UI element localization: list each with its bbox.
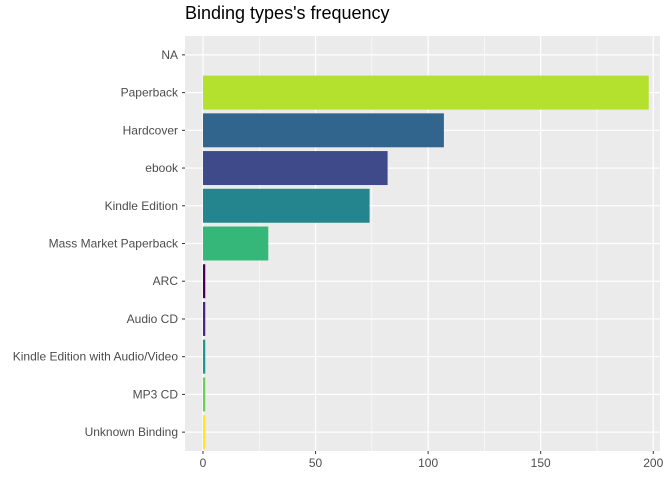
x-tick-label: 150: [531, 456, 551, 470]
y-axis: NA Paperback Hardcover ebook Kindle Edition M…: [13, 48, 185, 439]
bar-kindle-edition: [203, 188, 370, 223]
y-tick-label: Hardcover: [123, 123, 178, 137]
bar-unknown-binding: [203, 415, 206, 450]
bar-kindle-edition-with-audio-video: [203, 339, 206, 374]
x-axis: 0 50 100 150 200: [200, 451, 664, 470]
y-tick-label: Kindle Edition: [105, 199, 178, 213]
bar-audio-cd: [203, 301, 206, 336]
bar-ebook: [203, 151, 388, 186]
y-tick-label: Audio CD: [127, 312, 179, 326]
bar-mass-market-paperback: [203, 226, 269, 261]
y-tick-label: ebook: [145, 161, 179, 175]
y-tick-label: Unknown Binding: [85, 425, 178, 439]
bar-paperback: [203, 75, 649, 110]
x-tick-label: 50: [309, 456, 323, 470]
y-tick-label: Kindle Edition with Audio/Video: [13, 350, 179, 364]
bar-mp3-cd: [203, 377, 206, 412]
y-tick-label: Paperback: [121, 86, 179, 100]
x-tick-label: 200: [643, 456, 663, 470]
bars: [203, 75, 649, 450]
x-tick-label: 100: [418, 456, 438, 470]
y-tick-label: MP3 CD: [133, 387, 179, 401]
bar-hardcover: [203, 113, 444, 148]
y-tick-label: Mass Market Paperback: [49, 237, 179, 251]
y-tick-label: NA: [161, 48, 178, 62]
chart-title: Binding types's frequency: [185, 3, 390, 23]
bar-arc: [203, 264, 206, 299]
y-tick-label: ARC: [153, 274, 179, 288]
x-tick-label: 0: [200, 456, 207, 470]
